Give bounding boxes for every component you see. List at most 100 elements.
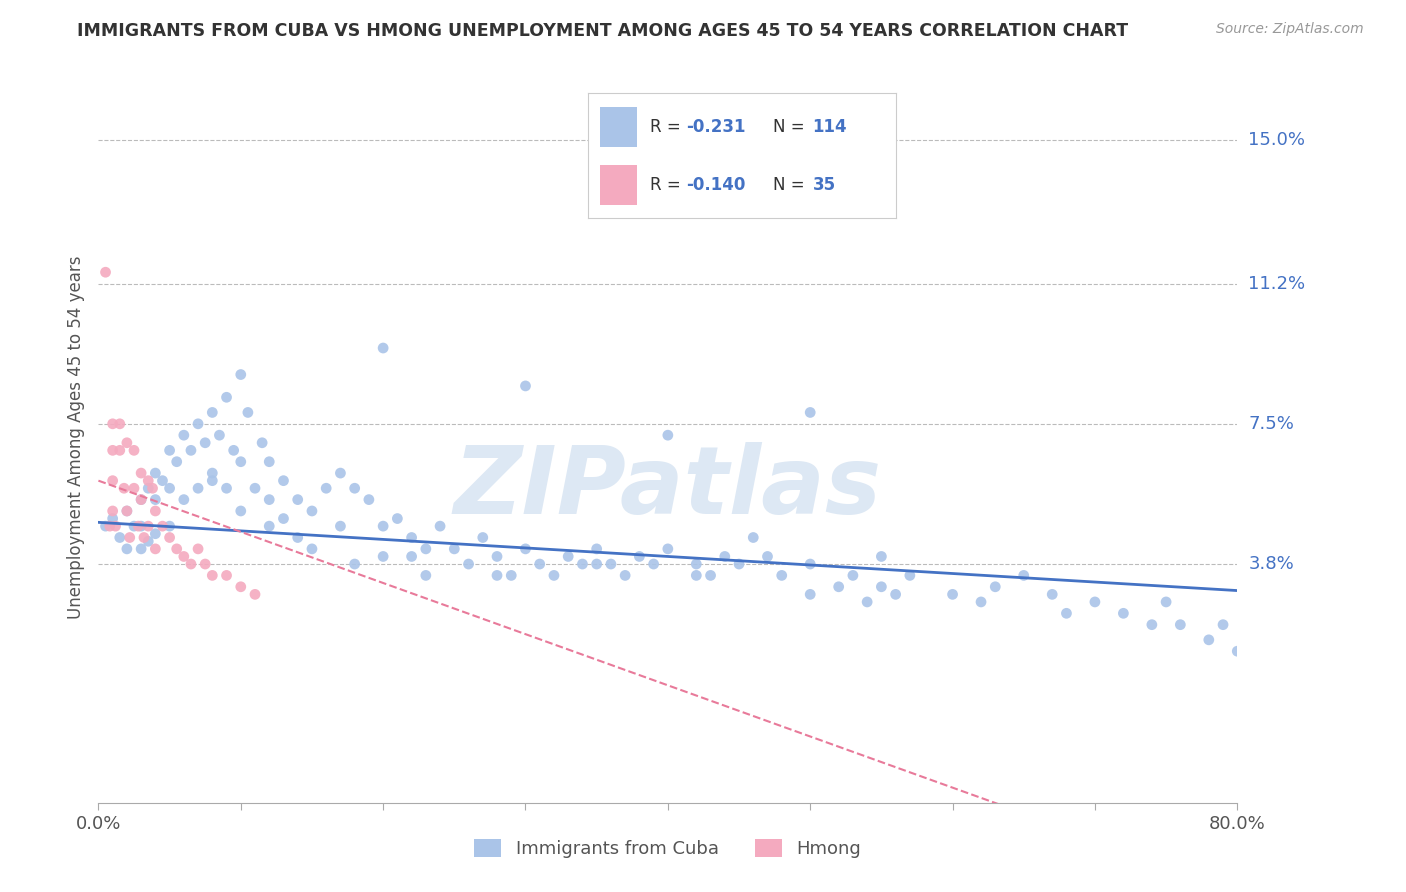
Point [429, 519, 451, 533]
Point [94, 519, 117, 533]
Point [108, 443, 131, 458]
Point [215, 390, 238, 404]
Point [201, 405, 224, 419]
Point [287, 531, 309, 545]
Point [101, 417, 124, 431]
Point [301, 541, 323, 556]
Point [259, 492, 281, 507]
Text: IMMIGRANTS FROM CUBA VS HMONG UNEMPLOYMENT AMONG AGES 45 TO 54 YEARS CORRELATION: IMMIGRANTS FROM CUBA VS HMONG UNEMPLOYME… [77, 22, 1129, 40]
Point [194, 435, 217, 450]
Point [315, 481, 337, 495]
Point [585, 557, 607, 571]
Point [343, 481, 366, 495]
Text: 11.2%: 11.2% [1249, 275, 1306, 293]
Point [108, 417, 131, 431]
Point [259, 455, 281, 469]
Point [166, 455, 188, 469]
Point [145, 526, 167, 541]
Point [173, 428, 195, 442]
Point [799, 557, 821, 571]
Point [970, 595, 993, 609]
Point [98, 519, 121, 533]
Point [173, 549, 195, 564]
Point [842, 568, 865, 582]
Point [136, 481, 159, 495]
Point [118, 531, 141, 545]
Point [136, 519, 159, 533]
Point [104, 519, 127, 533]
Point [799, 405, 821, 419]
Text: 7.5%: 7.5% [1249, 415, 1295, 433]
Point [101, 511, 124, 525]
Y-axis label: Unemployment Among Ages 45 to 54 years: Unemployment Among Ages 45 to 54 years [66, 255, 84, 619]
Point [628, 549, 651, 564]
Point [1154, 595, 1177, 609]
Point [94, 265, 117, 279]
Point [828, 580, 851, 594]
Point [229, 368, 252, 382]
Point [236, 405, 259, 419]
Point [515, 379, 537, 393]
Point [208, 428, 231, 442]
Point [194, 557, 217, 571]
Point [373, 519, 395, 533]
Point [136, 534, 159, 549]
Point [373, 549, 395, 564]
Point [129, 519, 152, 533]
Point [585, 541, 607, 556]
Point [129, 492, 152, 507]
Text: 15.0%: 15.0% [1249, 130, 1305, 149]
Point [1012, 568, 1035, 582]
Point [529, 557, 551, 571]
Point [159, 481, 181, 495]
Point [159, 443, 181, 458]
Point [259, 519, 281, 533]
Point [770, 568, 793, 582]
Point [373, 341, 395, 355]
Point [301, 504, 323, 518]
Point [343, 557, 366, 571]
Text: ZIPatlas: ZIPatlas [454, 442, 882, 534]
Point [112, 481, 135, 495]
Point [1226, 644, 1249, 658]
Point [728, 557, 751, 571]
Point [187, 481, 209, 495]
Point [215, 481, 238, 495]
Point [115, 541, 138, 556]
Point [856, 595, 879, 609]
Legend: Immigrants from Cuba, Hmong: Immigrants from Cuba, Hmong [465, 830, 870, 867]
Point [501, 568, 523, 582]
Point [614, 568, 637, 582]
Point [471, 531, 494, 545]
Point [173, 492, 195, 507]
Point [1040, 587, 1063, 601]
Point [132, 531, 155, 545]
Point [984, 580, 1007, 594]
Point [152, 519, 174, 533]
Point [657, 428, 679, 442]
Point [357, 492, 380, 507]
Point [515, 541, 537, 556]
Point [145, 466, 167, 480]
Point [129, 466, 152, 480]
Point [108, 531, 131, 545]
Point [122, 443, 145, 458]
Point [756, 549, 779, 564]
Point [136, 474, 159, 488]
Point [1198, 632, 1220, 647]
Point [122, 519, 145, 533]
Point [1212, 617, 1234, 632]
Point [180, 557, 202, 571]
Point [115, 504, 138, 518]
Point [600, 557, 623, 571]
Point [1056, 607, 1078, 621]
Point [127, 519, 149, 533]
Point [486, 549, 509, 564]
Point [1140, 617, 1163, 632]
Point [145, 492, 167, 507]
Point [699, 568, 721, 582]
Point [101, 504, 124, 518]
Point [201, 474, 224, 488]
Point [557, 549, 579, 564]
Point [243, 587, 266, 601]
